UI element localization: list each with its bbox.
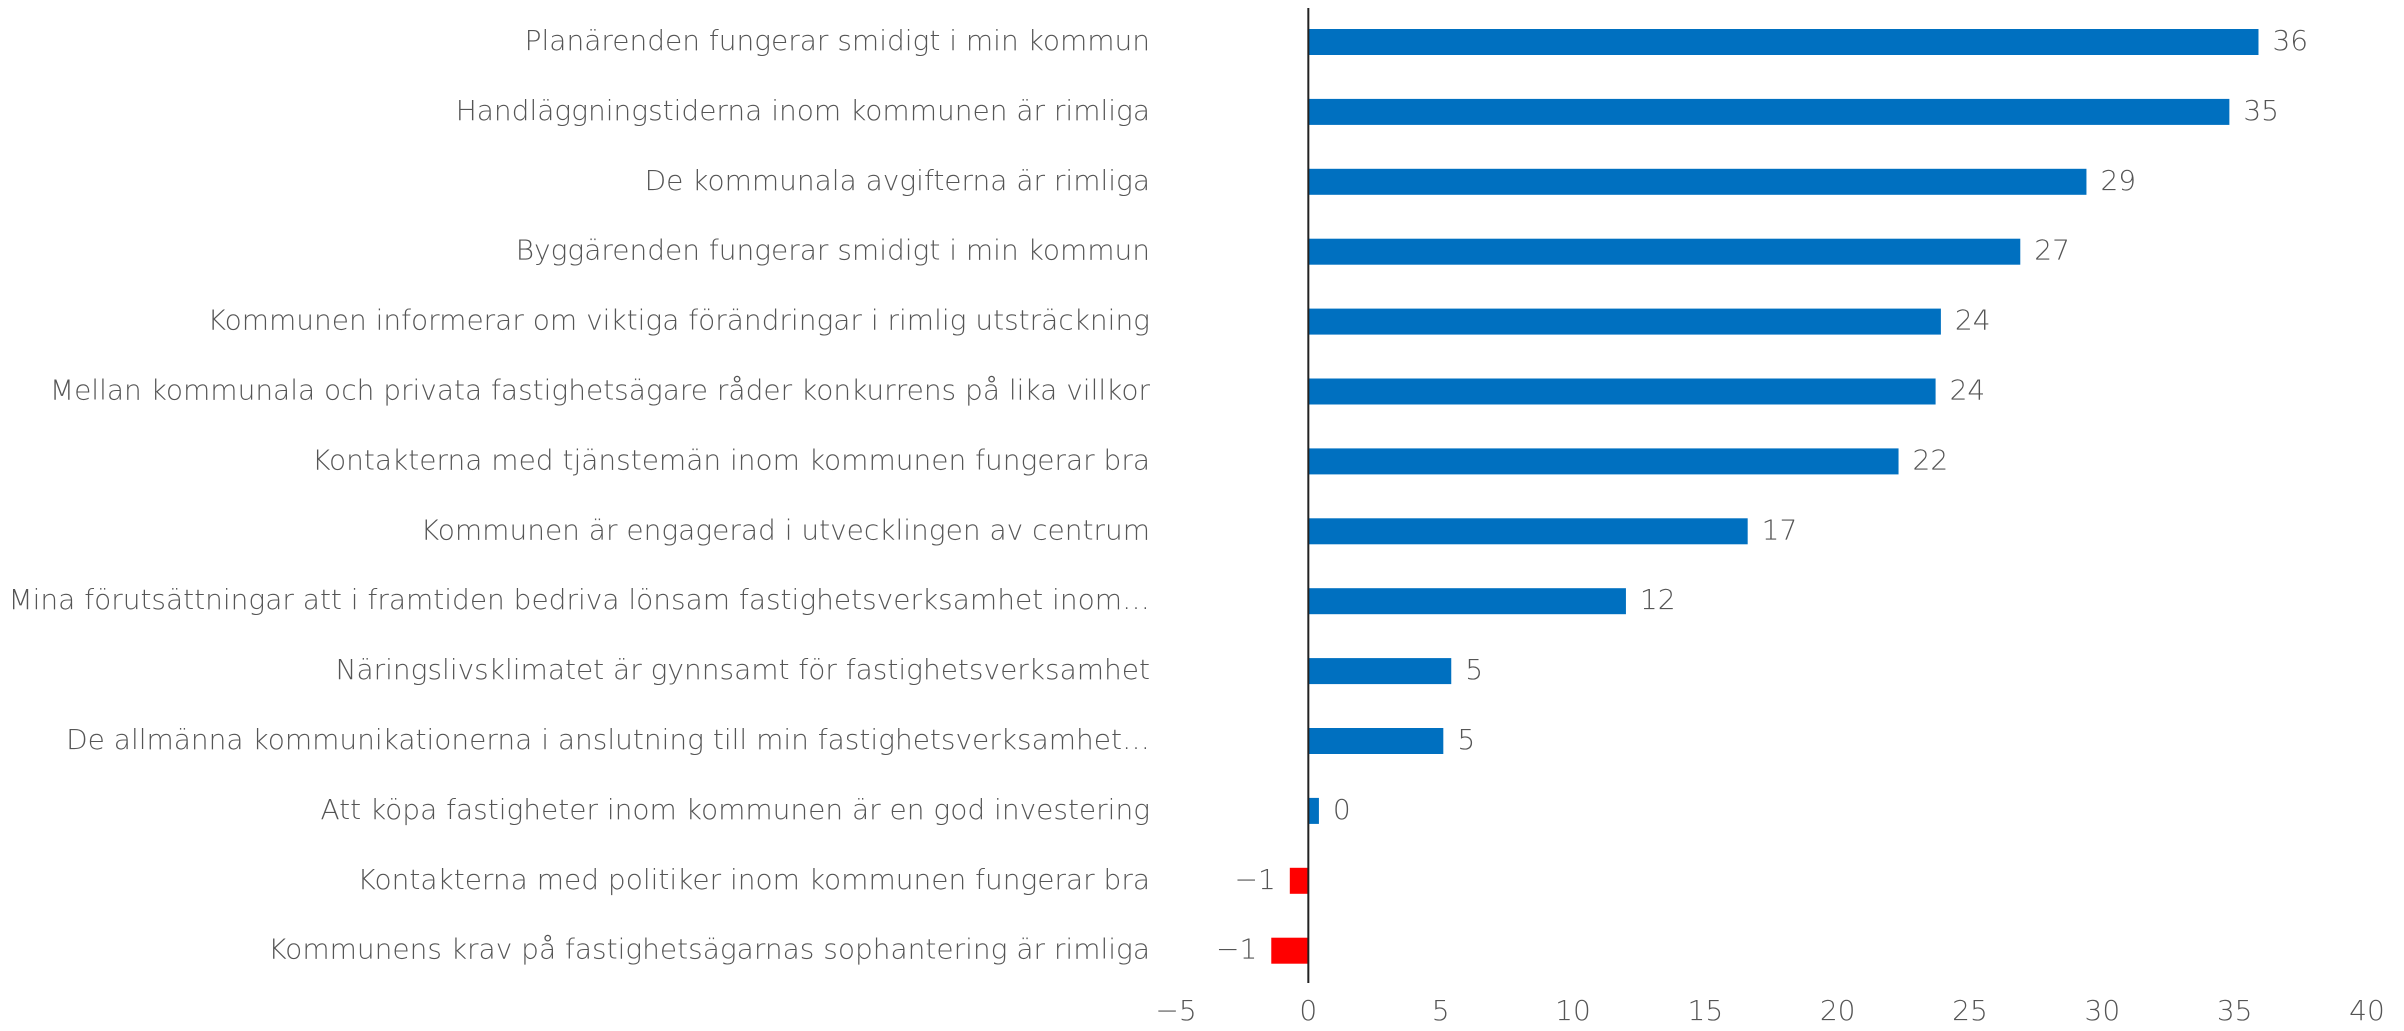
category-label: Näringslivsklimatet är gynnsamt för fast… (336, 653, 1150, 686)
data-label: 5 (1465, 653, 1483, 686)
x-tick-label: 15 (1688, 994, 1724, 1027)
data-label: 17 (1762, 513, 1798, 546)
category-label: Mellan kommunala och privata fastighetsä… (50, 374, 1151, 407)
bar (1308, 378, 1936, 405)
category-label: Planärenden fungerar smidigt i min kommu… (525, 24, 1150, 57)
data-label: 35 (2243, 94, 2279, 127)
x-tick-label: 5 (1432, 994, 1450, 1027)
bar (1308, 797, 1319, 824)
data-label: 36 (2272, 24, 2308, 57)
data-label: 29 (2100, 164, 2136, 197)
bar (1308, 308, 1941, 335)
data-label: 5 (1457, 723, 1475, 756)
bar (1308, 98, 2230, 125)
category-label: Kommunen är engagerad i utvecklingen av … (421, 513, 1150, 546)
category-label: Kontakterna med politiker inom kommunen … (358, 863, 1150, 896)
bar (1271, 937, 1309, 964)
x-tick-label: −5 (1155, 994, 1196, 1027)
x-tick-label: 40 (2349, 994, 2385, 1027)
x-tick-label: 25 (1952, 994, 1988, 1027)
data-label: 24 (1955, 304, 1991, 337)
bar (1308, 168, 2087, 195)
x-tick-label: 20 (1820, 994, 1856, 1027)
bar (1308, 588, 1626, 615)
category-label: Kommunens krav på fastighetsägarnas soph… (268, 933, 1150, 966)
data-label: −1 (1216, 933, 1257, 966)
bar (1308, 728, 1444, 754)
bar (1308, 518, 1748, 545)
category-label: De kommunala avgifterna är rimliga (645, 164, 1150, 197)
category-label: De allmänna kommunikationerna i anslutni… (66, 723, 1150, 756)
bar (1308, 238, 2021, 265)
category-label: Att köpa fastigheter inom kommunen är en… (320, 793, 1150, 826)
category-label: Mina förutsättningar att i framtiden bed… (8, 583, 1150, 616)
category-label: Byggärenden fungerar smidigt i min kommu… (516, 234, 1150, 267)
x-tick-label: 10 (1555, 994, 1591, 1027)
data-label: 27 (2034, 234, 2070, 267)
category-label: Kommunen informerar om viktiga förändrin… (208, 304, 1150, 337)
category-label: Handläggningstiderna inom kommunen är ri… (456, 94, 1150, 127)
bar (1289, 867, 1309, 894)
category-label: Kontakterna med tjänstemän inom kommunen… (312, 443, 1150, 476)
data-label: 12 (1640, 583, 1676, 616)
x-tick-label: 30 (2085, 994, 2121, 1027)
bar (1308, 29, 2259, 55)
x-tick-label: 0 (1299, 994, 1317, 1027)
data-label: 22 (1913, 443, 1949, 476)
data-label: 24 (1950, 374, 1986, 407)
bar (1308, 658, 1452, 685)
data-label: 0 (1333, 793, 1351, 826)
data-label: −1 (1235, 863, 1276, 896)
bar (1308, 448, 1899, 475)
x-tick-label: 35 (2217, 994, 2253, 1027)
